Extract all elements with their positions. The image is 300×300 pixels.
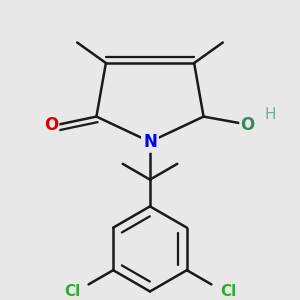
Text: O: O (44, 116, 58, 134)
Text: O: O (241, 116, 255, 134)
Text: Cl: Cl (220, 284, 236, 299)
Text: Cl: Cl (64, 284, 80, 299)
Text: H: H (264, 107, 275, 122)
Text: N: N (143, 133, 157, 151)
